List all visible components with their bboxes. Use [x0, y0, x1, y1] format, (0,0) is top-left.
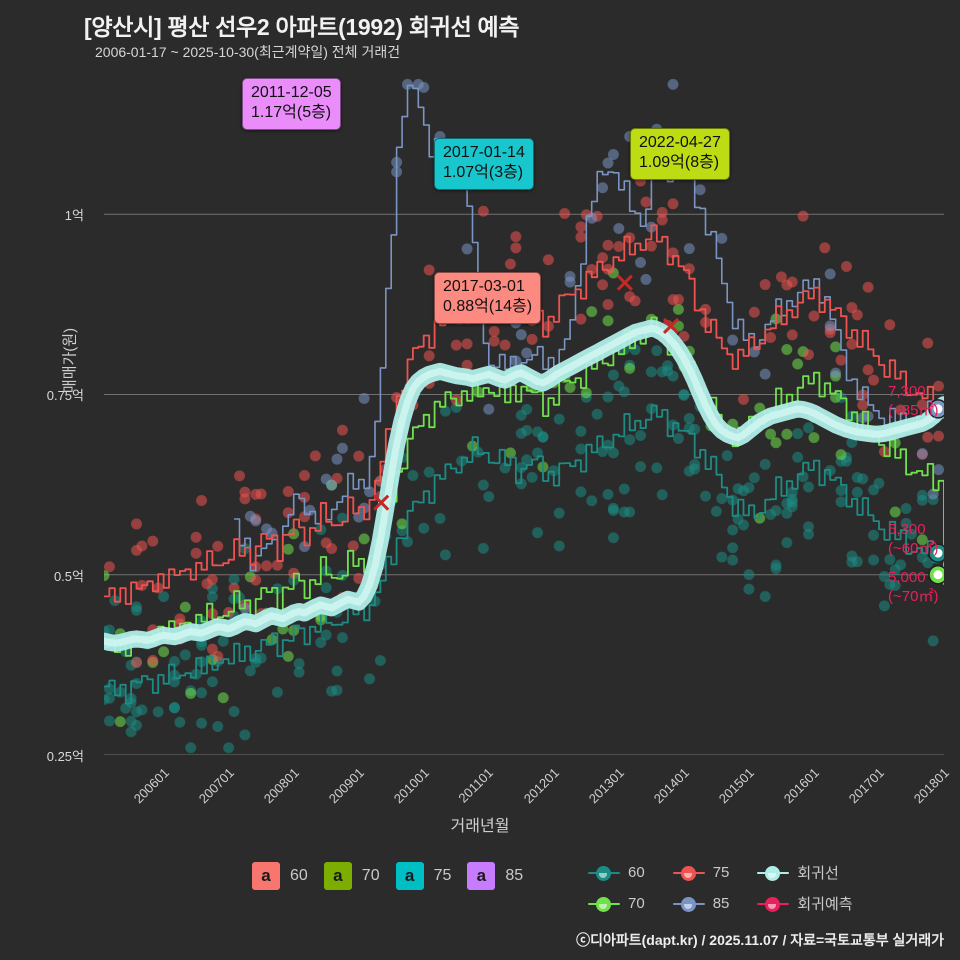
legend-point-swatch [680, 896, 696, 912]
page-title: [양산시] 평산 선우2 아파트(1992) 회귀선 예측 [84, 14, 520, 40]
endpoint-label-1: 5,300 (~60㎡) [888, 521, 938, 559]
callout-price: 0.88억(14층) [443, 298, 533, 316]
x-tick-201301: 201301 [585, 765, 628, 807]
x-tick-201501: 201501 [715, 765, 758, 807]
legend-point-swatch [680, 865, 696, 881]
x-tick-200801: 200801 [260, 765, 303, 807]
x-tick-200901: 200901 [325, 765, 368, 807]
endpoint-inner-85 [933, 404, 943, 414]
endpoint-label-0: 7,300 (~85㎡) [888, 383, 938, 421]
legend-series-item-70[interactable]: 70 [588, 895, 645, 913]
callout-date: 2011-12-05 [251, 84, 332, 101]
chart-canvas [104, 78, 944, 755]
legend-series-glyph-회귀예측 [757, 895, 790, 913]
callout-price: 1.17억(5층) [251, 104, 332, 122]
x-tick-201401: 201401 [650, 765, 693, 807]
regression-line [104, 324, 944, 647]
y-tick-0: 0.25억 [46, 749, 84, 764]
legend-series-label-70: 70 [628, 895, 645, 912]
x-tick-201001: 201001 [390, 765, 433, 807]
legend-point-swatch [596, 896, 611, 912]
annotation-callout-2: 2022-04-27 1.09억(8층) [630, 128, 730, 180]
y-axis-label: 매매가(원) [61, 327, 79, 394]
x-axis-label: 거래년월 [450, 818, 510, 835]
cancelled-marker-2 [373, 494, 390, 511]
legend-point-swatch [765, 896, 781, 912]
endpoint-value: 7,300 [888, 383, 926, 400]
area-swatch-60[interactable]: a [252, 862, 280, 890]
y-tick-1: 0.5억 [53, 568, 84, 584]
cancelled-marker-1 [662, 317, 680, 335]
callout-date: 2017-03-01 [443, 278, 525, 295]
endpoint-area: (~70㎡) [888, 587, 939, 605]
page-subtitle: 2006-01-17 ~ 2025-10-30(최근계약일) 전체 거래건 [95, 44, 401, 60]
annotation-callout-0: 2011-12-05 1.17억(5층) [242, 78, 341, 130]
area-swatch-85[interactable]: a [467, 862, 496, 890]
area-swatch-label-85: 85 [505, 867, 524, 884]
legend-series-label-회귀예측: 회귀예측 [797, 896, 853, 913]
cancelled-marker-0 [616, 274, 633, 291]
chart-plot-area[interactable] [104, 70, 944, 755]
area-swatch-label-70: 70 [361, 867, 380, 884]
legend-series-glyph-85 [672, 895, 705, 913]
series-line-60 [104, 404, 944, 705]
x-tick-201701: 201701 [846, 765, 888, 807]
area-swatch-70[interactable]: a [323, 862, 352, 890]
series-line-85 [234, 84, 944, 572]
footer-credit: ⓒ디아파트(dapt.kr) / 2025.11.07 / 자료=국토교통부 실… [576, 932, 944, 948]
endpoint-label-2: 5,000 (~70㎡) [888, 569, 938, 607]
legend-area-codes[interactable]: a 60 a 70 a 75 a 85 [252, 862, 539, 890]
legend-series-label-75: 75 [712, 864, 730, 881]
legend-series-glyph-60 [588, 864, 620, 882]
callout-price: 1.09억(8층) [639, 154, 720, 172]
endpoint-inner-60 [933, 548, 943, 558]
legend-series[interactable]: 60 75 회귀선 70 85 회귀예측 [588, 862, 853, 914]
endpoint-area: (~85㎡) [888, 401, 939, 419]
y-tick-3: 1억 [64, 208, 84, 224]
legend-point-swatch [765, 865, 781, 881]
legend-series-item-60[interactable]: 60 [588, 864, 645, 882]
callout-date: 2017-01-14 [443, 144, 525, 161]
area-swatch-label-60: 60 [290, 867, 308, 884]
x-tick-201101: 201101 [455, 765, 497, 806]
legend-series-item-회귀예측[interactable]: 회귀예측 [757, 893, 853, 914]
legend-series-glyph-회귀선 [757, 864, 790, 882]
x-tick-201801: 201801 [911, 765, 953, 807]
x-tick-200601: 200601 [130, 765, 172, 807]
legend-series-item-75[interactable]: 75 [672, 864, 730, 882]
x-tick-201201: 201201 [520, 765, 563, 807]
legend-series-label-60: 60 [628, 864, 645, 881]
annotation-callout-1: 2017-01-14 1.07억(3층) [434, 138, 534, 190]
legend-series-label-85: 85 [712, 895, 730, 912]
x-tick-200701: 200701 [195, 765, 238, 807]
area-swatch-label-75: 75 [433, 867, 452, 884]
x-tick-201601: 201601 [781, 765, 823, 807]
legend-series-glyph-75 [672, 864, 705, 882]
legend-series-item-85[interactable]: 85 [672, 895, 730, 913]
endpoint-area: (~60㎡) [888, 539, 939, 557]
legend-point-swatch [596, 865, 611, 881]
y-tick-2: 0.75억 [46, 388, 84, 404]
endpoint-value: 5,300 [888, 521, 926, 538]
endpoint-value: 5,000 [888, 569, 926, 586]
legend-series-item-회귀선[interactable]: 회귀선 [757, 862, 852, 883]
annotation-callout-3: 2017-03-01 0.88억(14층) [434, 272, 542, 324]
callout-date: 2022-04-27 [639, 134, 721, 151]
legend-series-label-회귀선: 회귀선 [797, 865, 839, 882]
area-swatch-75[interactable]: a [395, 862, 424, 890]
endpoint-inner-70 [933, 570, 943, 580]
callout-price: 1.07억(3층) [443, 164, 524, 182]
legend-series-glyph-70 [588, 895, 620, 913]
series-line-70 [104, 316, 944, 657]
